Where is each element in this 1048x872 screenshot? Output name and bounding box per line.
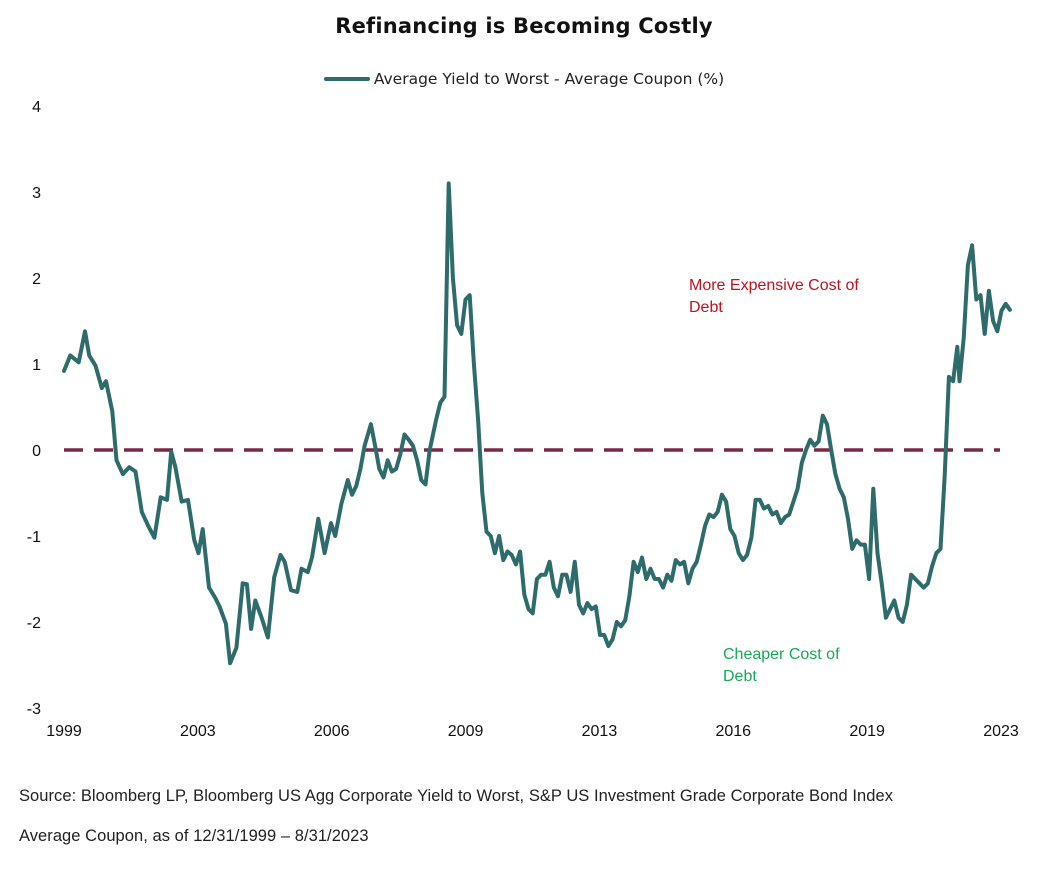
- source-note-line1: Source: Bloomberg LP, Bloomberg US Agg C…: [19, 787, 894, 805]
- x-tick-label: 1999: [46, 723, 82, 740]
- y-tick-label: -1: [27, 529, 41, 546]
- x-tick-label: 2013: [582, 723, 618, 740]
- y-tick-label: 4: [32, 99, 41, 116]
- annotation-expensive: More Expensive Cost of Debt: [689, 277, 859, 316]
- chart-title: Refinancing is Becoming Costly: [335, 14, 713, 38]
- x-tick-label: 2009: [448, 723, 484, 740]
- legend-line-swatch: [323, 77, 370, 81]
- legend-label: Average Yield to Worst - Average Coupon …: [373, 70, 725, 88]
- y-tick-label: 0: [32, 443, 41, 460]
- y-tick-label: 1: [32, 357, 41, 374]
- chart-legend: Average Yield to Worst - Average Coupon …: [0, 70, 1048, 88]
- x-tick-label: 2019: [849, 723, 885, 740]
- y-tick-label: 2: [32, 271, 41, 288]
- source-note-line2: Average Coupon, as of 12/31/1999 – 8/31/…: [19, 827, 369, 845]
- series-line: [62, 181, 1012, 666]
- x-tick-label: 2023: [983, 723, 1019, 740]
- x-tick-label: 2006: [314, 723, 350, 740]
- x-tick-label: 2003: [180, 723, 216, 740]
- y-tick-label: -2: [27, 615, 41, 632]
- x-tick-label: 2016: [715, 723, 751, 740]
- y-tick-label: 3: [32, 185, 41, 202]
- y-tick-label: -3: [27, 701, 41, 718]
- annotation-cheaper: Cheaper Cost of Debt: [723, 646, 840, 685]
